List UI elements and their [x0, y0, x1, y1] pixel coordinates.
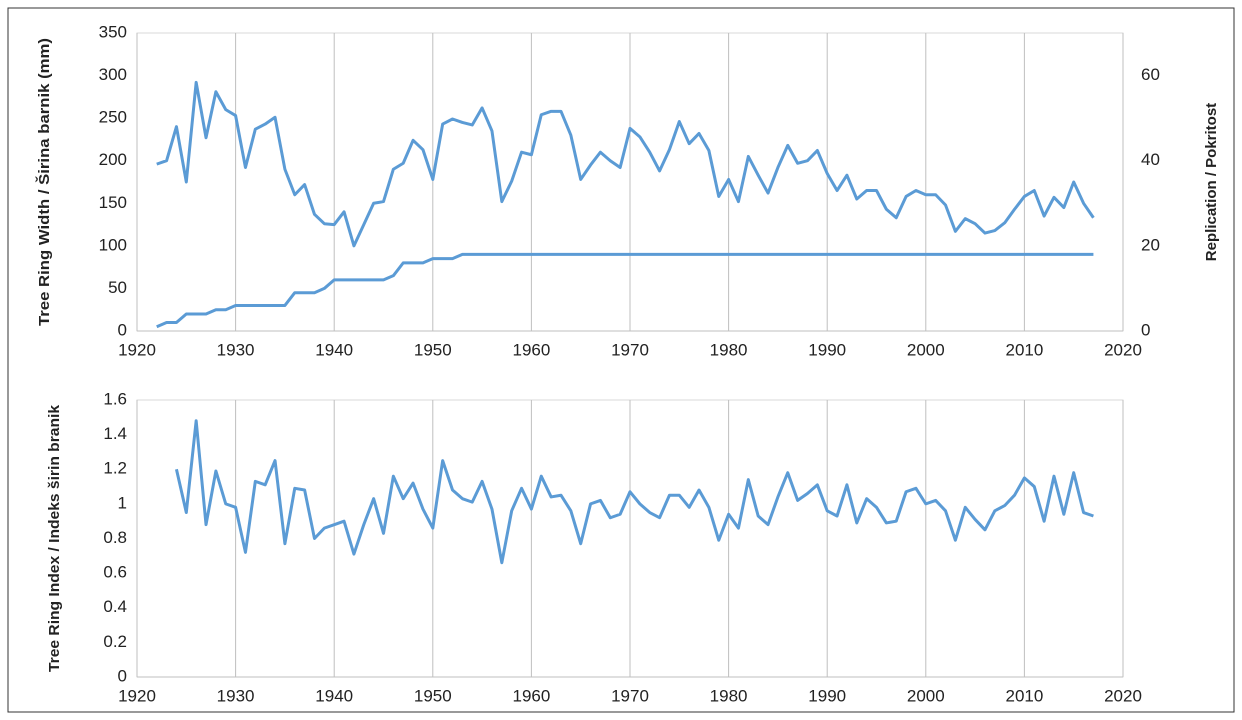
data-line [174, 419, 1094, 565]
x-tick-label: 2000 [907, 340, 945, 359]
y-axis-title: Tree Ring Index / Indeks širin branik [46, 404, 63, 672]
y-tick-label: 100 [99, 235, 127, 254]
x-tick-label: 2010 [1005, 340, 1043, 359]
x-tick-label: 1950 [414, 686, 452, 705]
x-tick-label: 1920 [118, 686, 156, 705]
y-tick-label: 350 [99, 22, 127, 41]
y-tick-label: 300 [99, 65, 127, 84]
x-tick-label: 2020 [1104, 340, 1142, 359]
y-tick-label: 150 [99, 193, 127, 212]
y2-tick-label: 20 [1141, 235, 1160, 254]
y-tick-label: 0 [118, 666, 127, 685]
x-tick-label: 1940 [315, 340, 353, 359]
x-tick-label: 2020 [1104, 686, 1142, 705]
y-tick-label: 50 [108, 278, 127, 297]
y-tick-label: 0 [118, 320, 127, 339]
y-tick-label: 0.6 [103, 563, 127, 582]
y-axis-title: Tree Ring Width / Širina barnik (mm) [35, 38, 53, 326]
x-tick-label: 2000 [907, 686, 945, 705]
y-tick-label: 1 [118, 493, 127, 512]
y2-axis-title: Replication / Pokritost [1203, 103, 1220, 261]
x-tick-label: 1960 [512, 686, 550, 705]
x-tick-label: 1930 [217, 686, 255, 705]
x-tick-label: 1950 [414, 340, 452, 359]
y-tick-label: 0.2 [103, 632, 127, 651]
y-tick-label: 1.6 [103, 389, 127, 408]
x-tick-label: 1970 [611, 686, 649, 705]
y-tick-label: 250 [99, 108, 127, 127]
y2-tick-label: 40 [1141, 150, 1160, 169]
y-tick-label: 0.4 [103, 597, 127, 616]
y-tick-label: 1.4 [103, 424, 127, 443]
x-tick-label: 1970 [611, 340, 649, 359]
x-tick-label: 1980 [710, 340, 748, 359]
x-tick-label: 1940 [315, 686, 353, 705]
y-tick-label: 1.2 [103, 459, 127, 478]
x-tick-label: 1930 [217, 340, 255, 359]
x-tick-label: 1990 [808, 686, 846, 705]
y2-tick-label: 0 [1141, 320, 1150, 339]
y-tick-label: 200 [99, 150, 127, 169]
x-tick-label: 1990 [808, 340, 846, 359]
x-tick-label: 1960 [512, 340, 550, 359]
x-tick-label: 1920 [118, 340, 156, 359]
y2-tick-label: 60 [1141, 65, 1160, 84]
y-tick-label: 0.8 [103, 528, 127, 547]
data-line [156, 252, 1094, 329]
figure-border [7, 7, 1235, 713]
x-tick-label: 1980 [710, 686, 748, 705]
x-tick-label: 2010 [1005, 686, 1043, 705]
data-line [156, 80, 1095, 248]
